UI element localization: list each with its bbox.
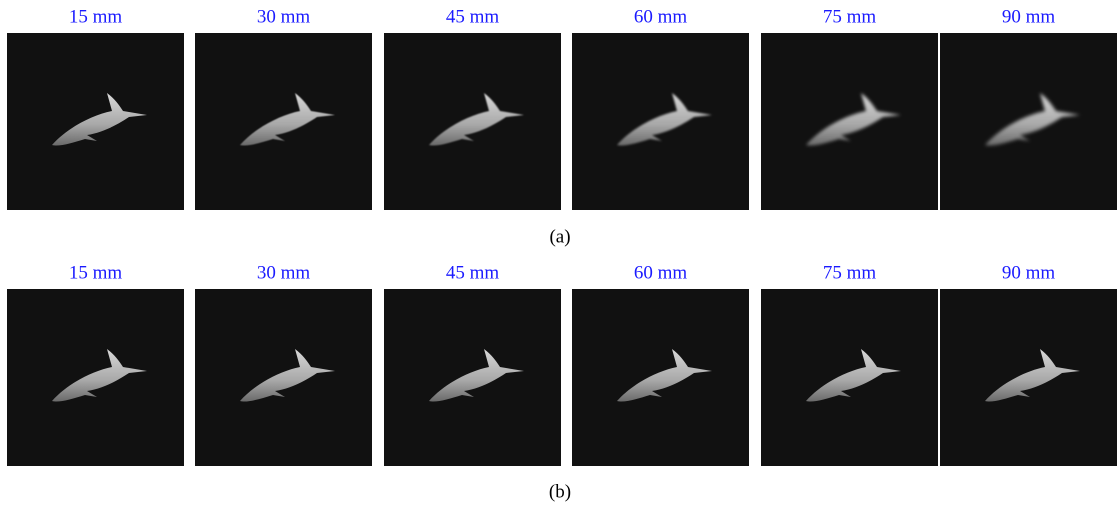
panel-label: (b) — [549, 481, 571, 502]
image-caption: 45 mm — [446, 262, 500, 283]
image-caption: 15 mm — [69, 262, 123, 283]
image-caption: 45 mm — [446, 6, 500, 27]
image-caption: 60 mm — [634, 6, 688, 27]
image-caption: 90 mm — [1002, 262, 1056, 283]
image-caption: 90 mm — [1002, 6, 1056, 27]
image-caption: 15 mm — [69, 6, 123, 27]
image-caption: 30 mm — [257, 6, 311, 27]
image-caption: 60 mm — [634, 262, 688, 283]
panel-label: (a) — [549, 226, 570, 247]
image-caption: 75 mm — [823, 6, 877, 27]
image-caption: 30 mm — [257, 262, 311, 283]
image-caption: 75 mm — [823, 262, 877, 283]
figure: 15 mm 30 mm 45 mm 60 mm 75 mm 90 mm (a) 15 mm 30… — [0, 0, 1120, 508]
